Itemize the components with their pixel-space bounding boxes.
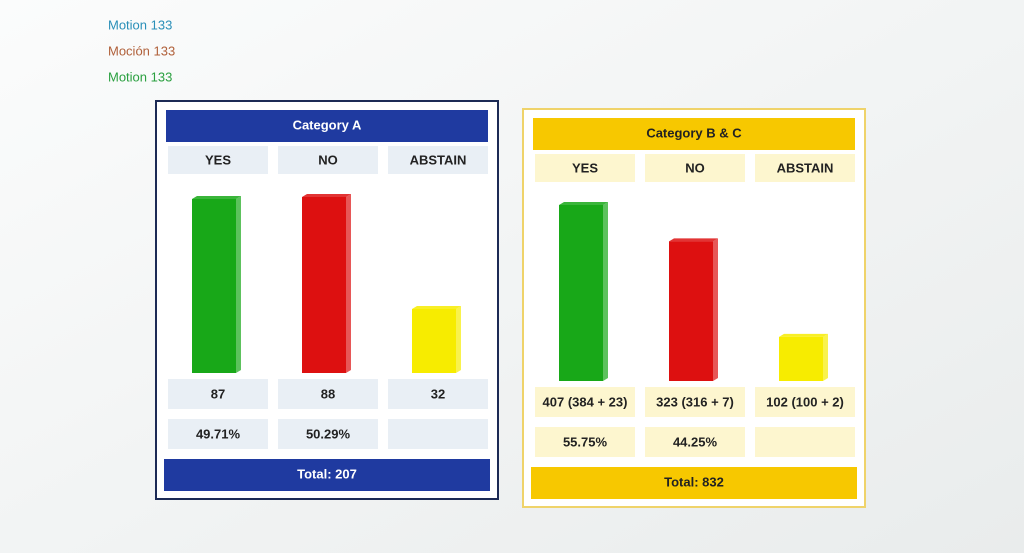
- value-label: 323 (316 + 7): [656, 394, 734, 409]
- bar-top: [779, 333, 828, 337]
- percent-cell: [168, 419, 268, 449]
- value-cell: [535, 387, 635, 417]
- column-label: NO: [318, 152, 338, 167]
- percent-cell: [755, 427, 855, 457]
- percent-cell: [388, 419, 488, 449]
- value-label: 102 (100 + 2): [766, 394, 844, 409]
- percent-label: 44.25%: [673, 434, 718, 449]
- bar-side: [236, 196, 241, 373]
- value-label: 88: [321, 386, 335, 401]
- bar: [559, 205, 603, 381]
- panel-title: Category A: [293, 117, 362, 132]
- panel-header: [166, 110, 488, 142]
- value-label: 87: [211, 386, 225, 401]
- column-header: [168, 146, 268, 174]
- bar-side: [603, 202, 608, 381]
- column-header: [645, 154, 745, 182]
- column-label: YES: [205, 152, 231, 167]
- percent-label: 55.75%: [563, 434, 608, 449]
- column-header: [278, 146, 378, 174]
- value-cell: [388, 379, 488, 409]
- column-label: YES: [572, 160, 598, 175]
- percent-cell: [278, 419, 378, 449]
- bar-top: [559, 202, 608, 205]
- value-cell: [645, 387, 745, 417]
- bar-side: [346, 194, 351, 373]
- motion-label: Moción 133: [108, 43, 175, 58]
- percent-cell: [535, 427, 635, 457]
- bar-top: [192, 196, 241, 199]
- percent-label: 50.29%: [306, 426, 351, 441]
- bar: [302, 197, 346, 373]
- bar-side: [823, 333, 828, 381]
- bar: [779, 336, 823, 381]
- column-label: ABSTAIN: [777, 160, 834, 175]
- motion-label: Motion 133: [108, 69, 172, 84]
- value-label: 407 (384 + 23): [543, 394, 628, 409]
- bar-top: [302, 194, 351, 197]
- bar: [192, 199, 236, 373]
- panel-header: [533, 118, 855, 150]
- bar-top: [669, 238, 718, 242]
- column-header: [535, 154, 635, 182]
- value-cell: [755, 387, 855, 417]
- total-bar: [164, 459, 490, 491]
- total-label: Total: 207: [297, 466, 357, 481]
- motion-label: Motion 133: [108, 17, 172, 32]
- bar: [669, 241, 713, 381]
- bar-top: [412, 306, 461, 309]
- column-label: NO: [685, 160, 705, 175]
- value-cell: [278, 379, 378, 409]
- panel-title: Category B & C: [646, 125, 742, 140]
- bar-side: [713, 238, 718, 381]
- percent-cell: [645, 427, 745, 457]
- value-label: 32: [431, 386, 445, 401]
- column-label: ABSTAIN: [410, 152, 467, 167]
- percent-label: 49.71%: [196, 426, 241, 441]
- column-header: [388, 146, 488, 174]
- column-header: [755, 154, 855, 182]
- total-bar: [531, 467, 857, 499]
- bar: [412, 309, 456, 373]
- total-label: Total: 832: [664, 474, 724, 489]
- value-cell: [168, 379, 268, 409]
- bar-side: [456, 306, 461, 373]
